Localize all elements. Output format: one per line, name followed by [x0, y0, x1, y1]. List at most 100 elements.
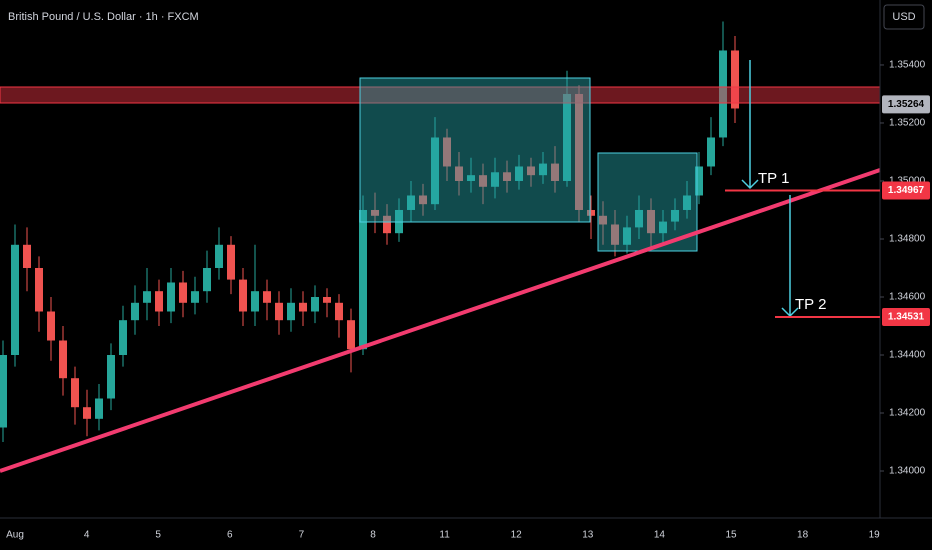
candle-body — [23, 244, 31, 268]
range-box — [597, 152, 698, 252]
candle-body — [431, 137, 439, 205]
candle-body — [575, 93, 583, 210]
candle-body — [695, 166, 703, 196]
price-label: 1.34967 — [888, 185, 925, 196]
price-label: 1.35264 — [888, 99, 925, 110]
candle-body — [227, 244, 235, 280]
annotation: TP 1 — [758, 170, 789, 187]
y-tick-label: 1.35000 — [889, 176, 926, 187]
candle-body — [179, 282, 187, 303]
candle-body — [479, 175, 487, 187]
candle-body — [503, 172, 511, 181]
candle-body — [407, 195, 415, 210]
price-label: 1.34531 — [888, 312, 925, 323]
candle-body — [599, 215, 607, 225]
candle-body — [275, 302, 283, 321]
x-tick-label: 19 — [869, 530, 881, 541]
candle-body — [215, 244, 223, 268]
x-tick-label: 13 — [582, 530, 594, 541]
candle-body — [707, 137, 715, 167]
x-tick-label: 6 — [227, 530, 233, 541]
trendline — [0, 168, 881, 473]
candle-body — [35, 267, 43, 312]
candle-body — [443, 137, 451, 167]
candle-body — [95, 398, 103, 419]
candle-body — [515, 166, 523, 181]
candle-body — [671, 209, 679, 222]
x-tick-label: 18 — [797, 530, 809, 541]
y-tick-label: 1.34000 — [889, 466, 926, 477]
price-badge — [882, 95, 930, 114]
candle-body — [623, 227, 631, 245]
y-tick-label: 1.34400 — [889, 350, 926, 361]
candle-body — [539, 163, 547, 176]
candle-body — [191, 291, 199, 303]
candle-body — [0, 355, 7, 428]
candle-body — [167, 282, 175, 312]
x-tick-label: 8 — [370, 530, 376, 541]
candle-body — [455, 166, 463, 181]
candle-body — [239, 279, 247, 312]
candle-body — [731, 50, 739, 109]
candle-body — [119, 320, 127, 356]
candle-body — [551, 163, 559, 181]
candle-body — [143, 291, 151, 303]
arrow — [781, 195, 799, 318]
plot-area — [0, 21, 739, 443]
candle-body — [347, 320, 355, 350]
candle-body — [263, 291, 271, 303]
candle-body — [155, 291, 163, 312]
candle-body — [299, 302, 307, 312]
candle-body — [683, 195, 691, 210]
x-tick-label: 15 — [725, 530, 737, 541]
range-box — [359, 77, 591, 223]
candle-body — [383, 215, 391, 234]
x-tick-label: 12 — [511, 530, 523, 541]
x-tick-label: 14 — [654, 530, 666, 541]
candle-body — [635, 209, 643, 228]
x-tick-label: 11 — [439, 530, 450, 541]
candle-body — [251, 291, 259, 312]
candle-body — [59, 340, 67, 379]
candle-body — [335, 302, 343, 321]
candle-body — [131, 302, 139, 321]
candle-body — [311, 296, 319, 312]
candle-body — [47, 311, 55, 341]
candle-body — [611, 224, 619, 245]
candle-body — [527, 166, 535, 176]
y-tick-label: 1.35200 — [889, 118, 926, 129]
candle-body — [323, 296, 331, 303]
x-tick-label: 5 — [155, 530, 161, 541]
chart-title: British Pound / U.S. Dollar · 1h · FXCM — [8, 11, 199, 23]
price-badge — [882, 181, 930, 200]
currency-box — [883, 4, 925, 30]
x-tick-label: Aug — [6, 530, 24, 541]
candle-body — [371, 209, 379, 216]
candle-body — [563, 93, 571, 181]
candle-body — [71, 378, 79, 408]
price-badge — [882, 308, 930, 327]
currency: USD — [892, 11, 915, 23]
candle-body — [659, 221, 667, 234]
candle-body — [359, 209, 367, 350]
y-tick-label: 1.34800 — [889, 234, 926, 245]
arrow — [741, 60, 759, 190]
candle-body — [719, 50, 727, 138]
x-tick-label: 4 — [84, 530, 90, 541]
annotation: TP 2 — [795, 296, 826, 313]
candle-body — [83, 407, 91, 419]
candle-body — [419, 195, 427, 205]
candle-body — [587, 209, 595, 216]
y-tick-label: 1.34600 — [889, 292, 926, 303]
candle-body — [287, 302, 295, 321]
candle-body — [107, 355, 115, 399]
candle-body — [491, 172, 499, 187]
y-tick-label: 1.35400 — [889, 60, 926, 71]
x-tick-label: 7 — [299, 530, 305, 541]
candle-body — [467, 175, 475, 181]
candle-body — [647, 209, 655, 234]
candle-body — [203, 267, 211, 292]
candle-body — [11, 244, 19, 356]
